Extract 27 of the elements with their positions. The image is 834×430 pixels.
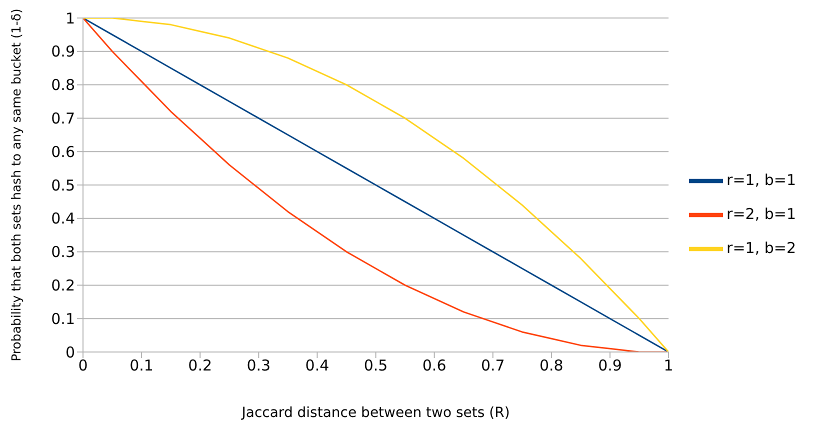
legend-label: r=1, b=2 bbox=[726, 239, 796, 258]
y-tick-label: 0.3 bbox=[51, 243, 75, 262]
y-tick-label: 0.9 bbox=[51, 42, 75, 61]
x-tick-label: 0.2 bbox=[188, 356, 212, 375]
x-tick-label: 0.6 bbox=[422, 356, 446, 375]
x-tick-label: 0.7 bbox=[480, 356, 505, 375]
y-axis-title: Probability that both sets hash to any same bucket (1-δ) bbox=[8, 8, 24, 362]
x-tick-label: 1 bbox=[664, 356, 674, 375]
y-tick-label: 0.5 bbox=[51, 176, 75, 194]
x-tick-label: 0.4 bbox=[305, 356, 330, 375]
y-tick-label: 0.8 bbox=[51, 76, 75, 94]
y-tick-label: 0.2 bbox=[51, 276, 75, 295]
y-tick-label: 0 bbox=[65, 343, 75, 362]
x-tick-label: 0.8 bbox=[540, 356, 564, 375]
y-tick-label: 0.1 bbox=[51, 310, 75, 328]
x-tick-label: 0.5 bbox=[364, 356, 388, 375]
y-tick-label: 0.7 bbox=[51, 110, 75, 128]
x-tick-label: 0.1 bbox=[130, 356, 154, 375]
y-tick-label: 0.6 bbox=[51, 142, 75, 161]
y-tick-label: 0.4 bbox=[51, 210, 75, 228]
x-tick-label: 0.9 bbox=[598, 356, 622, 375]
legend-label: r=2, b=1 bbox=[726, 205, 796, 224]
y-tick-label: 1 bbox=[65, 9, 75, 28]
x-tick-label: 0.3 bbox=[246, 356, 271, 375]
x-axis-title: Jaccard distance between two sets (R) bbox=[240, 405, 510, 421]
legend-label: r=1, b=1 bbox=[726, 171, 796, 190]
x-tick-label: 0 bbox=[78, 356, 88, 375]
